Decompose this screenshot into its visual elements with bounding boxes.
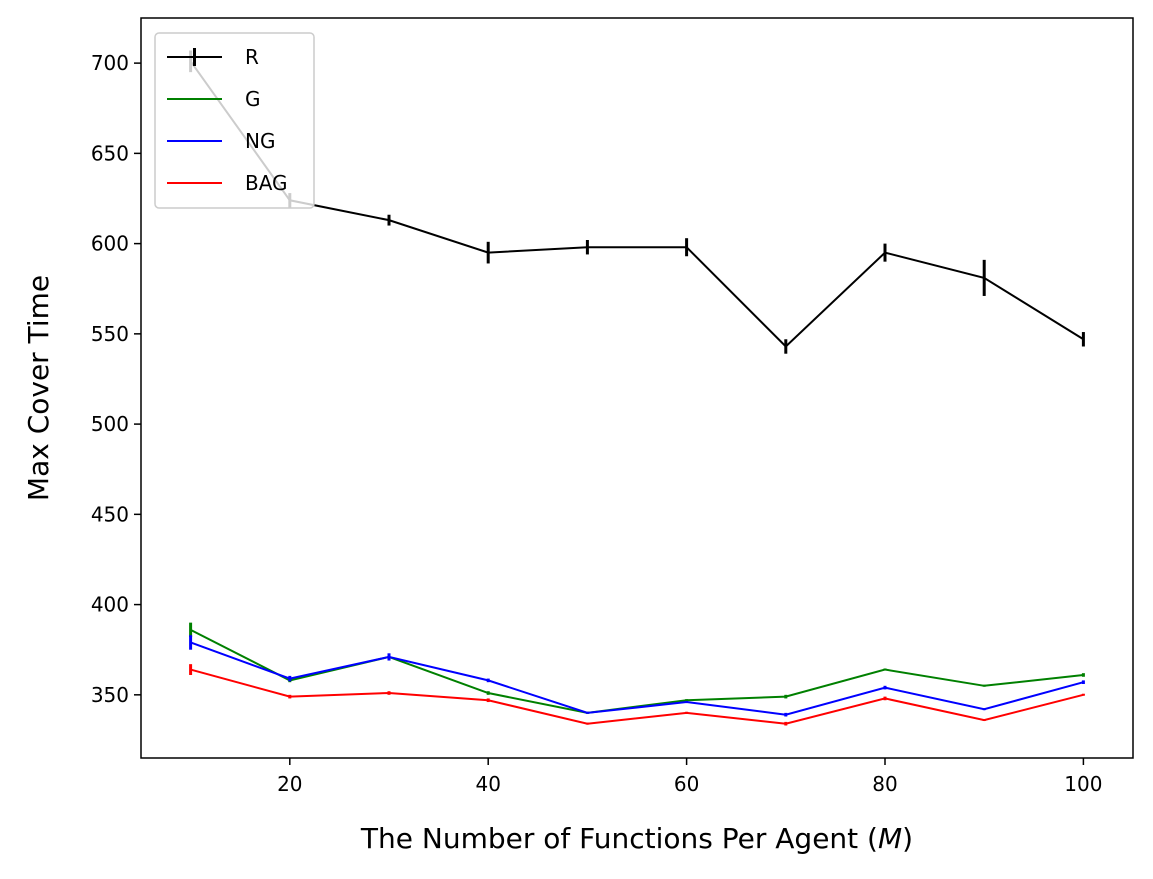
legend-item-g: G bbox=[167, 87, 261, 111]
y-tick-label: 350 bbox=[91, 683, 129, 707]
y-axis: 350 400 450 500 550 600 650 700 bbox=[91, 51, 141, 707]
legend-item-ng: NG bbox=[167, 129, 275, 153]
x-tick-label: 20 bbox=[277, 772, 302, 796]
series-line-r bbox=[189, 60, 1084, 348]
x-tick-label: 60 bbox=[674, 772, 699, 796]
legend-label-g: G bbox=[245, 87, 261, 111]
y-tick-label: 400 bbox=[91, 593, 129, 617]
x-axis-title: The Number of Functions Per Agent (M) bbox=[360, 822, 913, 855]
legend-item-bag: BAG bbox=[167, 171, 288, 195]
plot-frame bbox=[140, 17, 1134, 759]
series-ng bbox=[189, 635, 1085, 717]
legend-item-r: R bbox=[167, 45, 259, 69]
x-tick-label: 40 bbox=[475, 772, 500, 796]
series-bag bbox=[189, 664, 1085, 726]
y-tick-label: 600 bbox=[91, 232, 129, 256]
x-tick-label: 80 bbox=[872, 772, 897, 796]
legend-label-bag: BAG bbox=[245, 171, 288, 195]
series-line-ng bbox=[190, 641, 1084, 716]
y-tick-label: 450 bbox=[91, 502, 129, 526]
y-tick-label: 550 bbox=[91, 322, 129, 346]
legend-label-ng: NG bbox=[245, 129, 275, 153]
y-tick-label: 700 bbox=[91, 51, 129, 75]
x-tick-label: 100 bbox=[1064, 772, 1102, 796]
series-line-bag bbox=[190, 668, 1084, 725]
legend: RG NG BAG bbox=[154, 32, 315, 209]
y-axis-title: Max Cover Time bbox=[22, 275, 55, 501]
x-axis: 20 40 60 80 100 bbox=[277, 758, 1102, 796]
legend-label-r: R bbox=[245, 45, 259, 69]
y-tick-label: 500 bbox=[91, 412, 129, 436]
legend-box bbox=[154, 32, 315, 209]
y-tick-label: 650 bbox=[91, 141, 129, 165]
